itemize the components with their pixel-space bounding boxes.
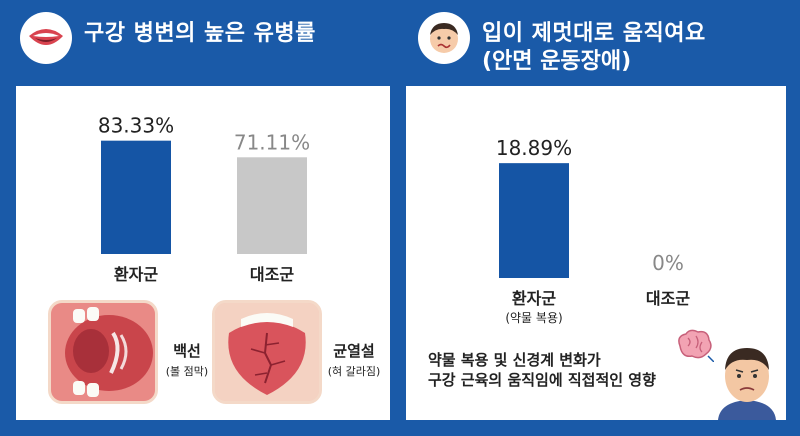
fissured-tongue-icon <box>212 300 322 404</box>
worried-man-icon <box>712 340 782 424</box>
left-chart-card: 83.33% 환자군 71.11% 대조군 백선 (볼 점막) 균열설 (혀 갈라짐) <box>16 86 390 420</box>
right-chart-card: 18.89% 환자군 (약물 복용) 0% 대조군 <box>406 86 786 420</box>
left-chart-category-label-1: 대조군 <box>250 265 294 284</box>
left-panel-title: 구강 병변의 높은 유병률 <box>84 21 316 46</box>
brain-icon <box>674 328 715 366</box>
lesion-sublabel: (볼 점막) <box>165 365 209 378</box>
left-panel-header: 구강 병변의 높은 유병률 <box>20 0 390 86</box>
lesion-sublabel: (혀 갈라짐) <box>327 365 381 378</box>
right-panel-subtitle: (안면 운동장애) <box>482 49 632 74</box>
right-chart-value-label-0: 18.89% <box>496 136 572 160</box>
left-bar-chart: 83.33% 환자군 71.11% 대조군 <box>98 114 310 284</box>
mouth-icon <box>20 12 72 64</box>
note-line-2: 구강 근육의 움직임에 직접적인 영향 <box>428 371 656 389</box>
left-chart-bar-1 <box>237 157 307 254</box>
right-chart-category-label-0: 환자군 <box>512 289 556 308</box>
left-chart-category-label-0: 환자군 <box>114 265 158 284</box>
right-chart-value-label-1: 0% <box>652 251 684 275</box>
lesion-label: 균열설 <box>333 342 375 360</box>
right-chart-category-label-1: 대조군 <box>646 289 690 308</box>
note-text: 약물 복용 및 신경계 변화가 구강 근육의 움직임에 직접적인 영향 <box>428 350 698 390</box>
lesion-caption-leukoplakia: 백선 (볼 점막) <box>162 340 212 379</box>
right-panel-header: 입이 제멋대로 움직여요 (안면 운동장애) <box>418 0 788 86</box>
right-chart-bar-0 <box>499 163 569 278</box>
lesion-caption-fissured-tongue: 균열설 (혀 갈라짐) <box>322 340 386 379</box>
left-chart-value-label-1: 71.11% <box>234 130 310 154</box>
left-chart-bar-0 <box>101 140 171 254</box>
face-icon <box>418 12 470 64</box>
note-line-1: 약물 복용 및 신경계 변화가 <box>428 351 601 369</box>
cheek-mucosa-icon <box>48 300 158 404</box>
right-bar-chart: 18.89% 환자군 (약물 복용) 0% 대조군 <box>496 136 690 325</box>
right-chart-category-sublabel-0: (약물 복용) <box>505 310 562 325</box>
right-panel-title: 입이 제멋대로 움직여요 <box>482 21 706 46</box>
left-chart-value-label-0: 83.33% <box>98 114 174 138</box>
lesion-label: 백선 <box>173 342 201 360</box>
